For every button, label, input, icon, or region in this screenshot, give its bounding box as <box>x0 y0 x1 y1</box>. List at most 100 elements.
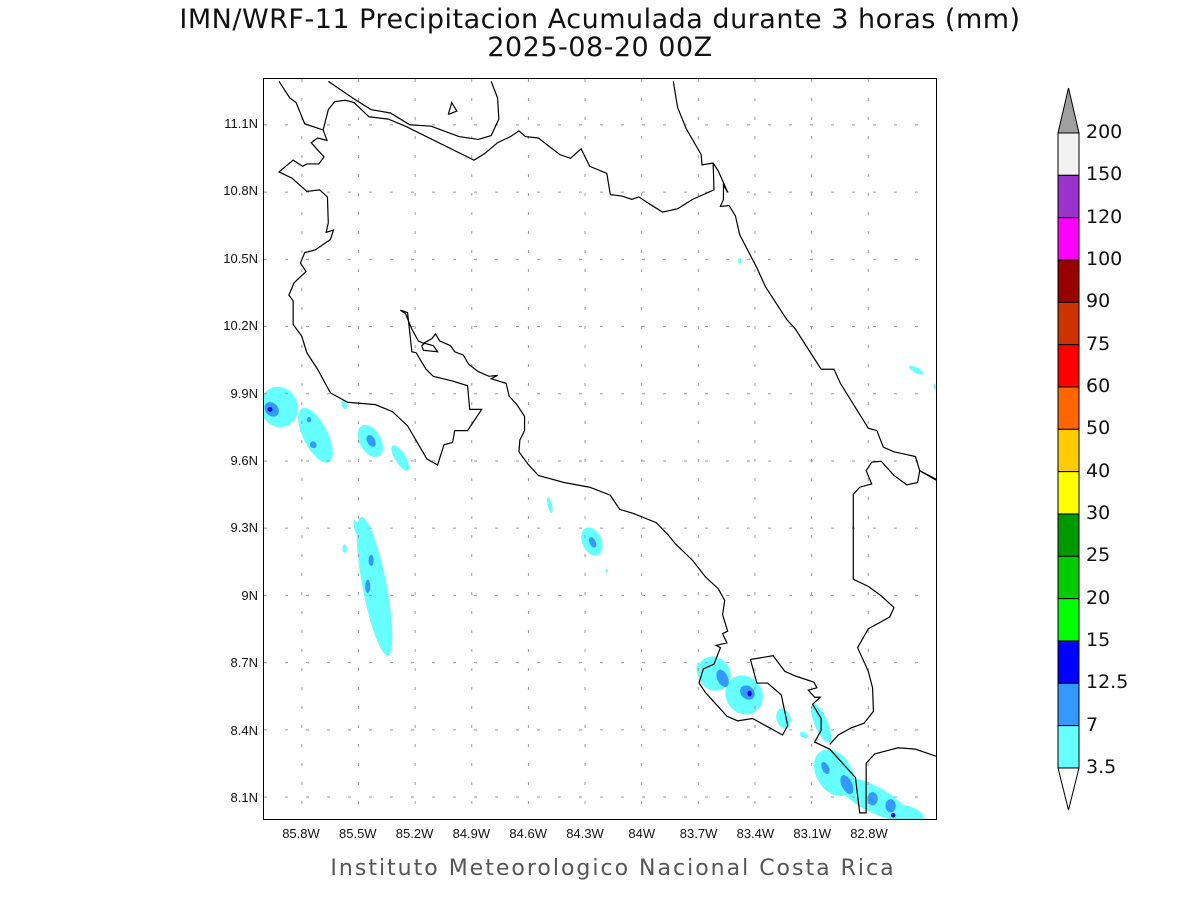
colorbar-label: 90 <box>1086 290 1111 313</box>
precip-area-medium <box>867 792 878 806</box>
lat-tick-label: 9.3N <box>230 520 258 536</box>
colorbar-box <box>1057 471 1080 515</box>
colorbar-over-triangle <box>1057 87 1080 134</box>
lat-tick-label: 8.1N <box>230 790 258 805</box>
precip-area-medium <box>306 416 312 423</box>
colorbar-label: 75 <box>1086 332 1111 355</box>
colorbar-box <box>1057 301 1080 346</box>
colorbar-label: 200 <box>1086 121 1123 143</box>
precip-area-medium <box>716 669 729 688</box>
colorbar-label: 25 <box>1086 544 1111 567</box>
precipitation-areas <box>264 257 936 819</box>
precip-area-light <box>909 365 924 375</box>
lon-tick-label: 84W <box>628 826 656 841</box>
lon-tick-label: 84.6W <box>509 826 547 841</box>
colorbar-box <box>1057 174 1080 219</box>
coastline-segment <box>422 343 438 351</box>
colorbar-label: 12.5 <box>1086 671 1129 694</box>
coastline-segment <box>830 461 936 744</box>
colorbar-box <box>1057 513 1080 557</box>
colorbar-label: 40 <box>1086 459 1111 482</box>
precip-area-light <box>547 497 553 513</box>
colorbar-box <box>1057 217 1080 261</box>
colorbar-label: 100 <box>1086 247 1123 270</box>
lat-tick-label: 8.4N <box>230 722 258 738</box>
precip-area-medium <box>309 441 317 449</box>
precip-area-light <box>298 407 333 463</box>
lat-tick-label: 9N <box>241 587 258 603</box>
colorbar-label: 20 <box>1086 586 1111 609</box>
lat-tick-label: 9.6N <box>230 453 258 468</box>
lon-tick-label: 84.3W <box>566 826 604 841</box>
map-title: IMN/WRF-11 Precipitacion Acumulada duran… <box>179 4 1021 35</box>
colorbar-box <box>1057 259 1080 303</box>
colorbar-box <box>1057 555 1080 600</box>
lon-tick-label: 83.1W <box>793 826 831 841</box>
colorbar-box <box>1057 132 1080 176</box>
precip-area-light <box>776 708 791 729</box>
precipitation-map <box>263 78 937 820</box>
lat-tick-label: 8.7N <box>230 655 258 671</box>
lon-tick-label: 85.5W <box>339 826 377 841</box>
colorbar-box <box>1057 682 1080 727</box>
precip-area-medium <box>366 435 376 447</box>
colorbar-under-triangle <box>1057 767 1080 811</box>
colorbar-box <box>1057 725 1080 769</box>
lon-tick-label: 84.9W <box>452 826 491 841</box>
lon-tick-label: 85.2W <box>395 826 434 841</box>
colorbar-box <box>1057 428 1080 473</box>
lat-tick-label: 10.5N <box>223 250 258 266</box>
coastline-segment <box>448 103 457 115</box>
colorbar-box <box>1057 598 1080 642</box>
lat-tick-label: 11.1N <box>224 116 258 131</box>
precip-area-light <box>933 383 936 390</box>
lon-tick-label: 82.8W <box>850 826 888 841</box>
lat-tick-label: 10.8N <box>223 183 258 199</box>
precip-area-medium <box>885 799 896 813</box>
precip-area-medium <box>589 537 597 548</box>
lon-tick-label: 83.7W <box>679 826 718 841</box>
coastline-segment <box>323 100 714 212</box>
grid-lines <box>264 79 936 819</box>
colorbar-box <box>1057 344 1080 388</box>
precip-area-light <box>738 257 742 264</box>
precip-area-light <box>890 804 924 819</box>
precip-area-light <box>341 400 347 410</box>
colorbar-label: 150 <box>1086 163 1123 186</box>
colorbar-label: 7 <box>1086 713 1099 736</box>
lat-tick-label: 10.2N <box>223 318 258 334</box>
map-canvas <box>264 79 936 819</box>
lat-tick-label: 9.9N <box>230 385 258 401</box>
precip-area-heavy <box>267 406 273 412</box>
precip-area-heavy <box>747 690 752 697</box>
colorbar-label: 50 <box>1086 417 1111 440</box>
precip-area-light <box>353 520 359 535</box>
precip-area-light <box>356 517 393 656</box>
coastline-segment <box>279 81 936 813</box>
precip-area-medium <box>740 685 755 700</box>
coastlines <box>279 81 936 813</box>
precip-area-light <box>605 568 609 573</box>
coastline-segment <box>673 81 936 479</box>
precip-area-light <box>264 386 298 428</box>
colorbar-box <box>1057 640 1080 684</box>
map-datetime: 2025-08-20 00Z <box>487 32 713 63</box>
precip-area-light <box>696 662 702 676</box>
colorbar-label: 120 <box>1086 205 1123 228</box>
precip-area-medium <box>840 775 854 794</box>
coastline-segment <box>328 81 499 139</box>
lon-tick-label: 83.4W <box>736 826 775 841</box>
lon-tick-label: 85.8W <box>282 826 320 841</box>
colorbar-label: 3.5 <box>1086 755 1117 778</box>
footer-credit: Instituto Meteorologico Nacional Costa R… <box>330 856 896 881</box>
precip-area-medium <box>368 554 374 567</box>
colorbar-label: 30 <box>1086 501 1111 524</box>
precip-area-light <box>391 445 410 471</box>
precip-area-heavy <box>891 812 896 818</box>
precip-area-medium <box>821 762 830 775</box>
colorbar-label: 60 <box>1086 374 1111 397</box>
precip-area-light <box>799 731 809 739</box>
colorbar-box <box>1057 386 1080 430</box>
colorbar-label: 15 <box>1086 628 1111 651</box>
precip-area-medium <box>365 579 371 593</box>
